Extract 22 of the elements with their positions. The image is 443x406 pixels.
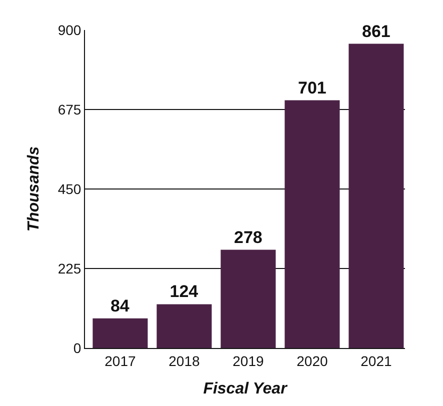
x-axis-title: Fiscal Year [203, 380, 288, 398]
x-tick-label: 2018 [168, 352, 200, 369]
y-tick-label: 0 [73, 340, 82, 356]
y-axis-title: Thousands [26, 146, 43, 232]
y-tick-label: 450 [58, 180, 82, 197]
bar [220, 250, 276, 348]
y-tick-label: 675 [58, 101, 82, 118]
data-label: 124 [170, 282, 199, 302]
y-tick-label: 225 [58, 260, 82, 276]
x-tick-label: 2020 [296, 352, 328, 369]
data-label: 701 [298, 78, 326, 98]
y-tick-label: 900 [58, 22, 82, 38]
data-label: 861 [362, 22, 390, 41]
x-tick-label: 2019 [232, 352, 264, 369]
bar [156, 304, 212, 348]
bar [284, 100, 340, 348]
data-label: 278 [234, 228, 262, 247]
x-tick-label: 2021 [360, 352, 392, 369]
x-tick-label: 2017 [104, 352, 136, 369]
bar [92, 318, 148, 348]
bar [348, 44, 404, 348]
data-label: 84 [110, 296, 130, 316]
